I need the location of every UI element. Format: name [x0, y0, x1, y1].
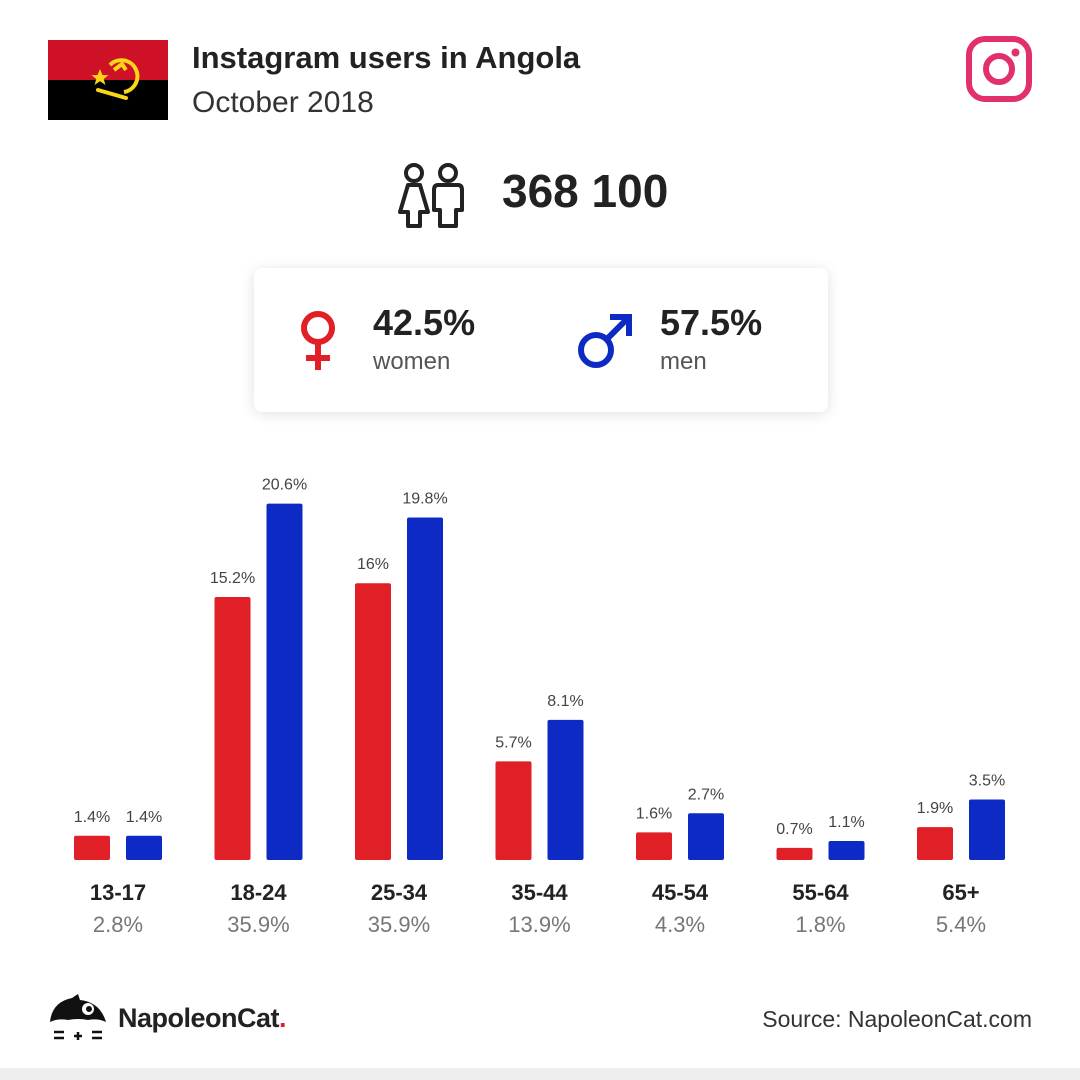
value-label-men-55-64: 1.1%: [828, 814, 864, 831]
value-label-women-13-17: 1.4%: [74, 809, 110, 826]
brand-dot: .: [279, 1003, 287, 1033]
male-symbol-icon: [578, 314, 632, 368]
bar-women-13-17: [74, 835, 110, 860]
female-symbol-icon: [301, 311, 335, 370]
value-label-women-65+: 1.9%: [917, 800, 953, 817]
bar-men-45-54: [688, 813, 724, 860]
bar-men-55-64: [828, 840, 865, 860]
bar-men-25-34: [407, 517, 443, 860]
age-group-total-25-34: 35.9%: [368, 912, 430, 937]
page-title: Instagram users in Angola: [192, 40, 581, 75]
total-users-value: 368 100: [502, 165, 669, 217]
value-label-men-13-17: 1.4%: [126, 809, 162, 826]
age-group-total-65+: 5.4%: [936, 912, 986, 937]
page-subtitle: October 2018: [192, 86, 374, 119]
source-note: Source: NapoleonCat.com: [762, 1006, 1032, 1032]
women-label: women: [373, 348, 451, 375]
value-label-women-45-54: 1.6%: [636, 805, 672, 822]
age-group-label-65+: 65+: [942, 880, 979, 905]
age-group-total-35-44: 13.9%: [508, 912, 570, 937]
age-group-label-25-34: 25-34: [371, 880, 428, 905]
women-percent: 42.5%: [373, 302, 476, 343]
age-group-label-55-64: 55-64: [792, 880, 849, 905]
value-label-men-18-24: 20.6%: [262, 477, 307, 494]
value-label-men-25-34: 19.8%: [402, 490, 447, 507]
instagram-icon: [966, 36, 1032, 102]
age-group-total-45-54: 4.3%: [655, 912, 705, 937]
value-label-women-35-44: 5.7%: [495, 734, 531, 751]
people-icon: [398, 163, 464, 228]
age-group-label-18-24: 18-24: [230, 880, 287, 905]
age-group-label-45-54: 45-54: [652, 880, 709, 905]
bar-men-65+: [969, 799, 1005, 860]
bar-women-35-44: [495, 761, 532, 860]
napoleoncat-logo-icon: [50, 994, 106, 1040]
value-label-women-25-34: 16%: [357, 556, 389, 573]
age-group-total-13-17: 2.8%: [93, 912, 143, 937]
value-label-men-65+: 3.5%: [969, 772, 1005, 789]
bar-women-55-64: [776, 847, 813, 860]
bar-women-45-54: [636, 832, 672, 860]
value-label-men-45-54: 2.7%: [688, 786, 724, 803]
bar-women-65+: [917, 827, 953, 860]
bar-men-18-24: [266, 503, 303, 860]
bottom-strip: [0, 1068, 1080, 1080]
men-label: men: [660, 348, 707, 375]
bar-women-18-24: [214, 597, 251, 860]
value-label-men-35-44: 8.1%: [547, 693, 583, 710]
value-label-women-55-64: 0.7%: [776, 821, 812, 838]
age-group-total-55-64: 1.8%: [795, 912, 845, 937]
bar-men-13-17: [126, 835, 162, 860]
value-label-women-18-24: 15.2%: [210, 570, 255, 587]
brand-name: NapoleonCat: [118, 1003, 280, 1033]
age-gender-bar-chart: 1.4% 1.4% 13-17 2.8% 15.2% 20.6% 18-24 35.9% 16%…: [74, 477, 1005, 937]
brand-logo-text: NapoleonCat.: [118, 1003, 287, 1034]
angola-flag-icon: [48, 40, 168, 120]
bar-women-25-34: [355, 583, 391, 860]
bar-men-35-44: [547, 719, 584, 860]
gender-split-card: 42.5% women 57.5% men: [254, 268, 828, 412]
age-group-label-13-17: 13-17: [90, 880, 146, 905]
age-group-total-18-24: 35.9%: [227, 912, 289, 937]
age-group-label-35-44: 35-44: [511, 880, 568, 905]
men-percent: 57.5%: [660, 302, 763, 343]
